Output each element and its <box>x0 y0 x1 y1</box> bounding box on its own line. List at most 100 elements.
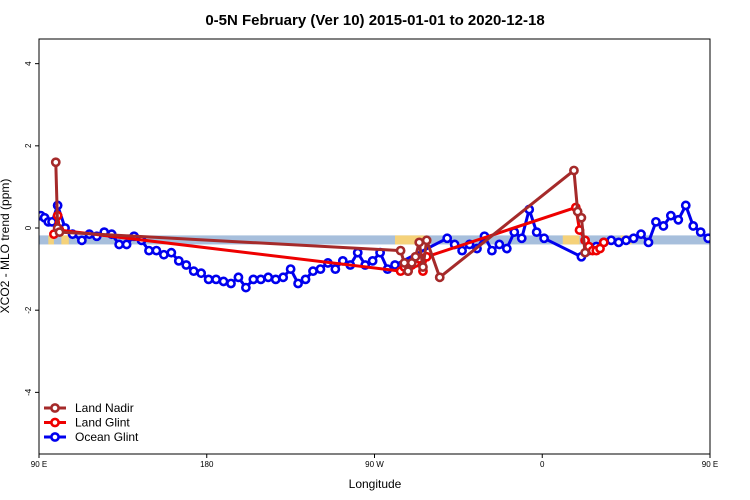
plot-frame <box>38 38 711 455</box>
data-point <box>539 233 550 244</box>
data-point <box>414 237 425 248</box>
data-point <box>658 221 669 231</box>
data-point <box>457 245 468 256</box>
data-point <box>181 260 192 270</box>
legend-marker <box>50 417 60 428</box>
data-point <box>144 245 154 256</box>
data-point <box>270 274 281 285</box>
ocean-band <box>39 235 710 245</box>
series-ocean-glint <box>39 200 710 293</box>
legend-marker <box>50 403 60 413</box>
land-band-segment <box>725 235 734 244</box>
x-tick-label: 0 <box>540 460 545 469</box>
data-point <box>501 243 512 254</box>
data-point <box>636 229 646 240</box>
data-point <box>226 278 236 289</box>
x-axis-label: Longitude <box>349 477 402 491</box>
data-point <box>665 210 676 221</box>
data-point <box>293 278 303 289</box>
data-point <box>300 274 311 285</box>
data-point <box>166 247 177 258</box>
legend-label: Land Glint <box>75 416 130 430</box>
data-point <box>367 255 378 266</box>
data-point <box>203 274 214 285</box>
data-point <box>598 237 609 248</box>
data-point <box>151 245 162 256</box>
y-tick-label: -4 <box>24 388 33 396</box>
data-point <box>173 255 184 266</box>
data-point <box>308 266 318 277</box>
data-point <box>628 233 639 244</box>
data-point <box>218 276 229 287</box>
series-layer <box>39 157 710 293</box>
data-point <box>390 260 400 270</box>
legend-item: Ocean Glint <box>44 430 139 444</box>
data-point <box>680 200 691 211</box>
data-point <box>158 249 169 260</box>
data-point <box>315 264 326 274</box>
data-point <box>196 268 207 279</box>
data-point <box>76 235 87 246</box>
series-line <box>54 162 587 279</box>
data-point <box>233 272 244 283</box>
data-point <box>278 272 289 283</box>
data-point <box>352 247 363 258</box>
data-point <box>442 233 453 244</box>
y-axis: 4 2 0 -2 -4 <box>24 61 39 396</box>
data-point <box>54 227 65 238</box>
data-point <box>255 274 266 285</box>
data-point <box>434 272 445 283</box>
data-point <box>410 251 421 262</box>
data-point <box>395 245 406 256</box>
data-point <box>188 266 199 277</box>
data-point <box>114 239 125 250</box>
legend-item: Land Nadir <box>44 401 134 415</box>
y-tick-label: 2 <box>24 143 33 148</box>
data-point <box>531 227 542 238</box>
series-line <box>40 203 710 290</box>
series-land-nadir <box>50 157 591 283</box>
data-point <box>516 233 527 244</box>
data-point <box>330 264 341 274</box>
data-point <box>285 264 296 274</box>
data-point <box>211 274 221 285</box>
data-point <box>673 214 684 225</box>
y-tick-label: 0 <box>24 225 33 230</box>
data-point <box>50 157 61 168</box>
legend-label: Land Nadir <box>75 401 134 415</box>
land-band-segment <box>61 235 69 245</box>
x-tick-label: 90 E <box>702 460 718 469</box>
data-point <box>418 262 428 272</box>
data-point <box>263 272 274 283</box>
y-axis-label: XCO2 - MLO trend (ppm) <box>0 179 12 314</box>
y-tick-label: 4 <box>24 61 33 66</box>
land-band-segment <box>395 235 425 245</box>
data-point <box>121 239 132 250</box>
data-point <box>606 235 617 246</box>
data-point <box>580 247 591 258</box>
data-point <box>403 266 413 277</box>
legend-marker <box>50 432 60 442</box>
data-point <box>487 245 497 256</box>
data-point <box>248 274 259 285</box>
data-point <box>703 233 710 244</box>
data-point <box>613 237 624 248</box>
data-point <box>421 235 432 246</box>
data-point <box>569 165 579 176</box>
data-point <box>576 212 587 223</box>
data-point <box>494 239 505 250</box>
x-tick-label: 90 E <box>31 460 47 469</box>
land-band-segment <box>48 235 54 245</box>
land-band-segment <box>740 235 747 244</box>
data-point <box>621 235 632 246</box>
data-point <box>399 258 410 268</box>
data-point <box>240 282 251 293</box>
data-point <box>695 227 706 238</box>
land-band-segment <box>562 235 580 245</box>
x-tick-label: 90 W <box>365 460 384 469</box>
x-axis: 90 E 180 90 W 0 90 E <box>31 454 718 469</box>
chart-title: 0-5N February (Ver 10) 2015-01-01 to 202… <box>205 12 544 29</box>
legend-label: Ocean Glint <box>75 430 139 444</box>
